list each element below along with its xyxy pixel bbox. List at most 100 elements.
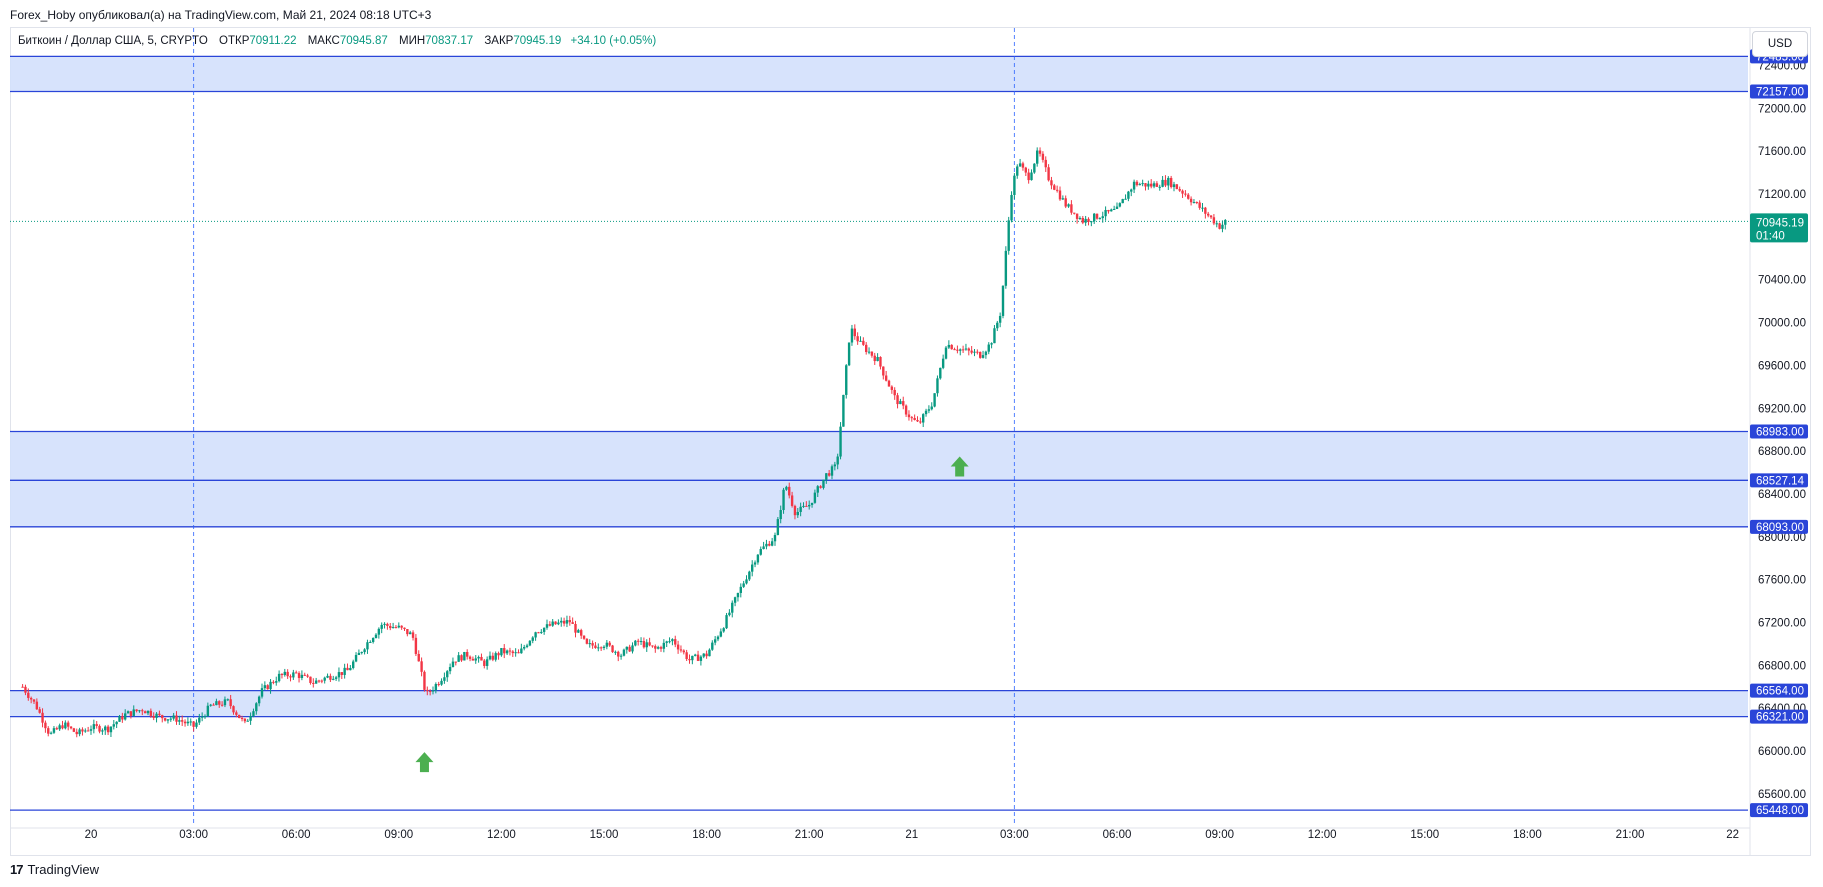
tradingview-logo-icon: 17 — [10, 862, 24, 877]
candle-body — [728, 612, 731, 616]
candle-body — [226, 699, 229, 701]
candle-body — [887, 380, 891, 387]
candle-body — [326, 675, 329, 678]
candle-body — [238, 714, 241, 719]
candle-body — [979, 351, 982, 358]
zone-band-2[interactable] — [10, 690, 1748, 717]
candle-body — [577, 630, 580, 633]
y-tick-label: 70000.00 — [1758, 318, 1806, 330]
candle-body — [1061, 198, 1065, 200]
candle-body — [614, 651, 617, 653]
candle-body — [1038, 150, 1042, 154]
candle-body — [534, 632, 537, 638]
candle-body — [859, 340, 862, 342]
candle-body — [132, 709, 135, 716]
candle-body — [1150, 183, 1153, 187]
candle-body — [913, 417, 916, 420]
candle-body — [397, 625, 400, 628]
candle-body — [674, 639, 677, 645]
y-tick-label: 69600.00 — [1758, 360, 1806, 372]
candle-body — [360, 652, 363, 654]
buy-arrow-icon-0[interactable] — [415, 752, 434, 773]
level-label-box-6[interactable] — [1750, 709, 1808, 724]
candle-body — [967, 348, 970, 351]
candle-body — [1121, 199, 1124, 204]
candle-body — [896, 395, 899, 405]
candle-body — [802, 505, 805, 507]
level-label-box-5[interactable] — [1750, 683, 1808, 698]
level-label-box-1[interactable] — [1750, 84, 1808, 99]
candle-body — [568, 620, 571, 623]
candle-body — [354, 655, 358, 662]
zone-band-0[interactable] — [10, 56, 1748, 92]
candle-body — [1036, 150, 1039, 164]
candle-body — [508, 650, 512, 652]
candle-body — [215, 701, 218, 706]
candle-body — [819, 486, 822, 488]
candle-body — [1138, 184, 1141, 186]
y-tick-label: 66800.00 — [1758, 660, 1806, 672]
candle-body — [696, 654, 700, 661]
candle-body — [67, 722, 70, 727]
candle-body — [890, 386, 894, 390]
candle-body — [98, 725, 101, 732]
buy-arrow-icon-1[interactable] — [950, 456, 969, 477]
candle-body — [922, 414, 925, 423]
candle-body — [1201, 207, 1204, 209]
tradingview-brand[interactable]: 17 TradingView — [10, 862, 99, 877]
level-label-4: 68093.00 — [1756, 522, 1804, 534]
level-label-box-7[interactable] — [1750, 803, 1808, 818]
candle-body — [656, 647, 660, 649]
candle-body — [175, 715, 178, 722]
candle-body — [443, 677, 446, 681]
candle-body — [1167, 177, 1170, 186]
candle-body — [95, 724, 98, 726]
candle-body — [323, 677, 326, 681]
candle-body — [1004, 250, 1008, 286]
candle-body — [494, 653, 497, 660]
candle-body — [1044, 159, 1047, 168]
candle-body — [75, 731, 78, 735]
zone-band-1[interactable] — [10, 431, 1748, 527]
candle-body — [488, 655, 492, 660]
candle-body — [1161, 179, 1164, 187]
candle-body — [1030, 172, 1033, 181]
candle-body — [457, 655, 460, 662]
candle-body — [320, 680, 324, 682]
candle-body — [625, 646, 628, 650]
candle-body — [964, 348, 968, 350]
candle-body — [363, 649, 366, 653]
candle-body — [571, 622, 574, 624]
currency-button[interactable]: USD — [1752, 31, 1808, 57]
y-tick-label: 69200.00 — [1758, 403, 1806, 415]
candle-body — [434, 684, 438, 691]
candle-body — [314, 680, 318, 684]
candle-body — [409, 632, 412, 635]
candle-body — [295, 672, 298, 674]
candle-body — [78, 729, 81, 735]
candle-body — [884, 375, 888, 381]
candle-body — [907, 414, 911, 418]
candle-body — [1016, 166, 1019, 176]
level-label-box-2[interactable] — [1750, 424, 1808, 439]
candle-body — [711, 642, 714, 650]
candle-body — [503, 648, 506, 654]
candle-body — [622, 649, 626, 656]
candle-body — [317, 680, 321, 682]
candle-body — [229, 699, 232, 707]
symbol-legend: Биткоин / Доллар США, 5, CRYPTO ОТКР7091… — [18, 35, 656, 47]
candle-body — [531, 637, 534, 641]
candle-body — [970, 350, 973, 353]
level-label-box-4[interactable] — [1750, 519, 1808, 534]
candle-body — [52, 728, 56, 733]
candle-body — [594, 645, 597, 649]
level-label-box-3[interactable] — [1750, 473, 1808, 488]
x-tick-label: 12:00 — [487, 829, 516, 841]
candle-body — [1118, 203, 1122, 207]
candle-body — [1024, 167, 1027, 173]
candle-body — [517, 652, 520, 654]
candle-body — [816, 486, 819, 493]
y-tick-label: 65600.00 — [1758, 789, 1806, 801]
candle-body — [557, 622, 560, 625]
